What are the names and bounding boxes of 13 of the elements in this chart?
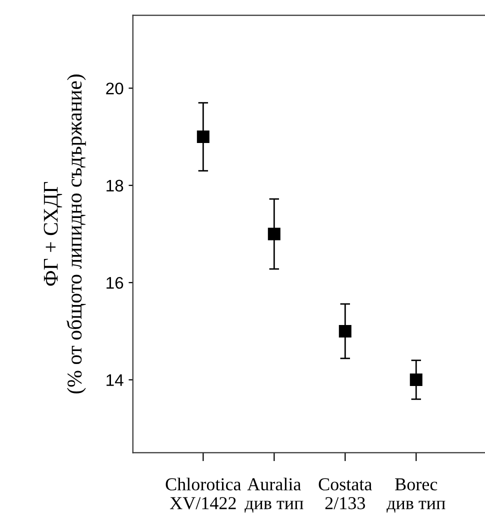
- y-axis-title: ФГ + СХДГ (% от общото липидно съдържание): [44, 74, 86, 394]
- x-tick-label: Auralia див тип: [244, 478, 304, 513]
- point: [268, 228, 280, 240]
- x-tick-label: Chlorotica XV/1422: [166, 478, 242, 510]
- y-tick-label: 18: [106, 180, 124, 192]
- y-tick-label: 14: [106, 374, 124, 386]
- point: [410, 374, 422, 386]
- y-tick-label: 16: [106, 276, 124, 289]
- point: [338, 324, 352, 338]
- point: [196, 130, 210, 144]
- y-tick-label: 20: [106, 82, 124, 94]
- x-tick-label: Costata 2/133: [318, 478, 372, 510]
- x-tick-label: Borec див тип: [386, 478, 446, 513]
